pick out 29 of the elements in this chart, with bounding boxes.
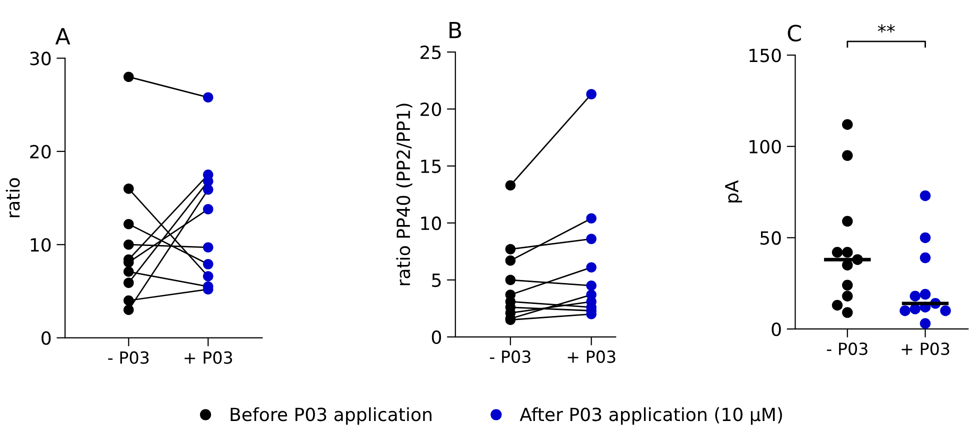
y-tick-label: 20 (420, 102, 442, 116)
legend-label: Before P03 application (230, 407, 432, 425)
y-tick-label: 15 (421, 160, 441, 174)
chart-title: C (788, 24, 801, 42)
x-tick-label: - P03 (490, 350, 530, 364)
legend-label: After P03 application (10 µM) (520, 407, 782, 425)
y-tick-label: 10 (421, 216, 442, 230)
x-tick-label: - P03 (826, 342, 868, 356)
y-tick-label: 30 (30, 52, 51, 66)
y-tick-label: 10 (30, 238, 51, 252)
x-tick-label: + P03 (902, 342, 950, 356)
y-tick-label: 0 (42, 331, 51, 345)
y-tick-label: 0 (772, 322, 781, 336)
x-tick-label: + P03 (568, 350, 616, 364)
y-tick-label: 50 (760, 231, 781, 245)
chart-title: A (55, 28, 70, 44)
y-tick-label: 25 (420, 45, 441, 60)
y-tick-label: 150 (750, 48, 781, 62)
text: ** (878, 24, 895, 33)
y-tick-label: 5 (432, 274, 441, 288)
x-tick-label: - P03 (108, 351, 149, 364)
y-axis-title: pA (725, 180, 742, 202)
y-axis-title: ratio PP40 (PP2/PP1) (396, 104, 412, 286)
x-tick-label: + P03 (184, 351, 232, 364)
y-tick-label: 20 (30, 144, 51, 159)
y-tick-label: 0 (432, 330, 442, 344)
y-axis-title: ratio (6, 178, 20, 218)
chart-title: B (450, 22, 462, 38)
y-tick-label: 100 (750, 140, 781, 154)
